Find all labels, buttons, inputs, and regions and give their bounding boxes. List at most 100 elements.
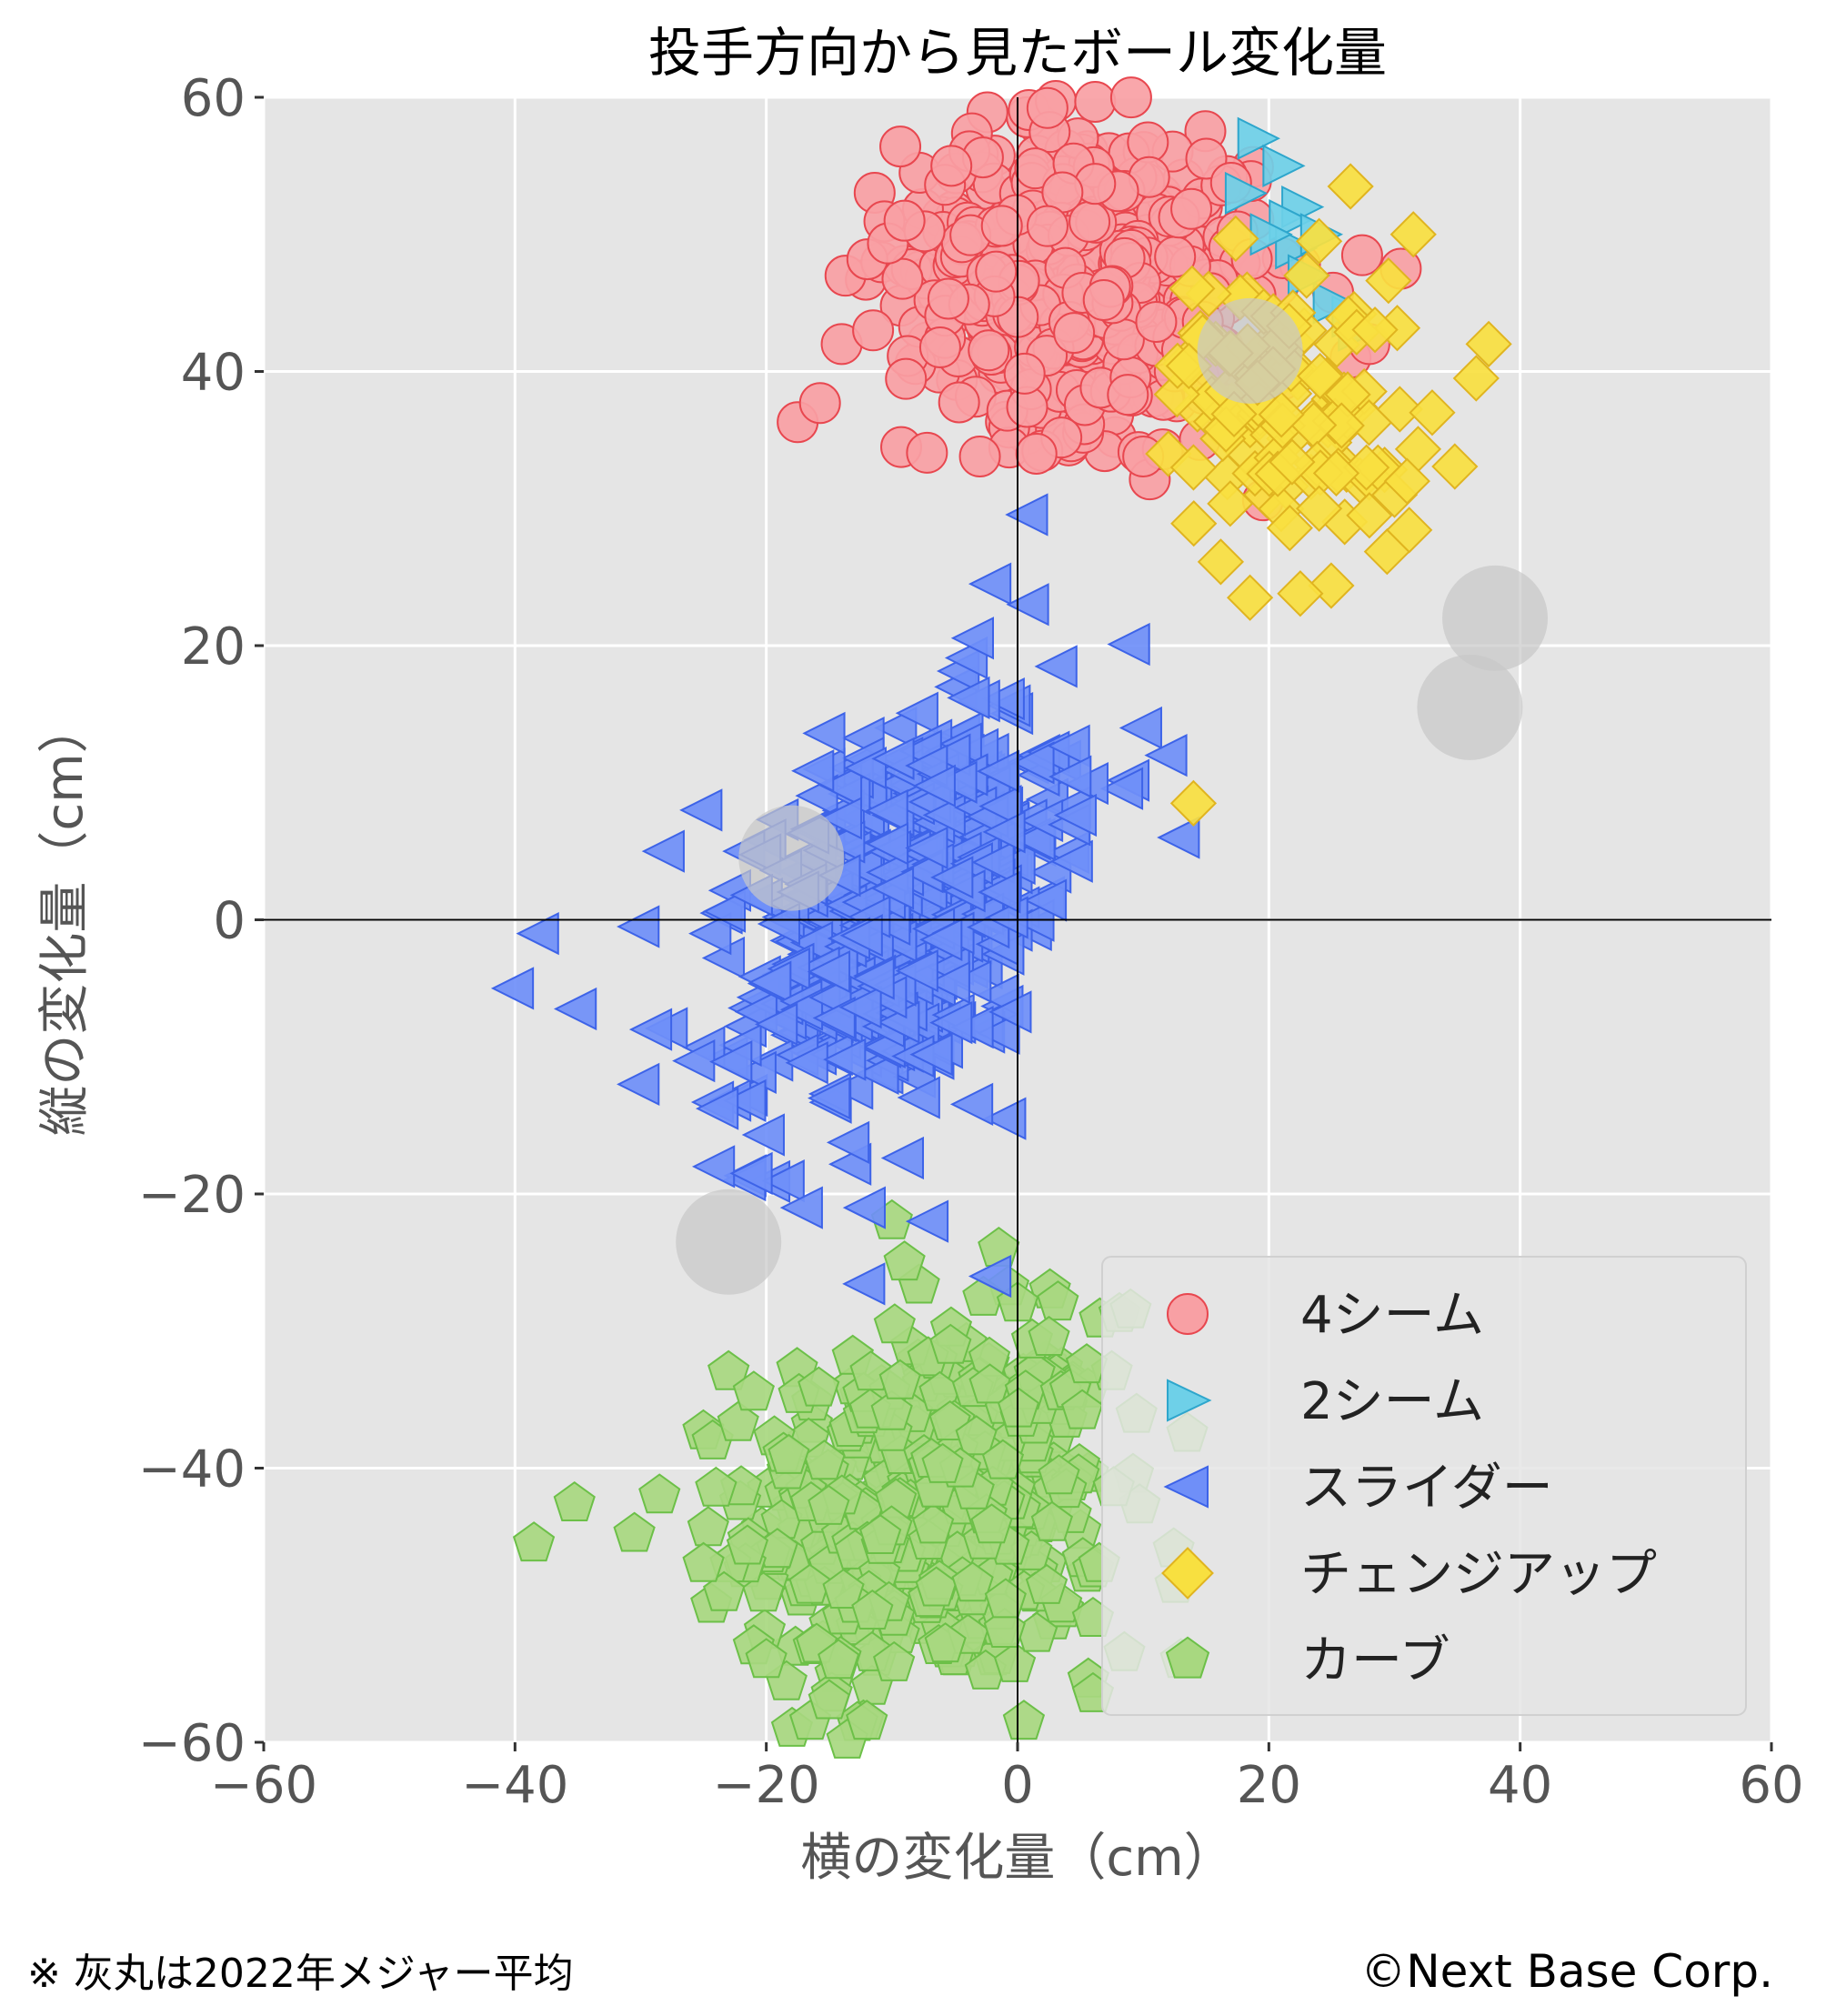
point-s4-288: [687, 1506, 729, 1547]
point-s4-472: [707, 1349, 750, 1390]
point-s2-219: [983, 1097, 1027, 1140]
point-s2-399: [1047, 724, 1090, 767]
point-s2-276: [1023, 878, 1068, 922]
point-s4-478: [1002, 1700, 1046, 1740]
point-s0-272: [906, 431, 948, 474]
zero-axis-lines: [264, 97, 1771, 1742]
point-s0-512: [1003, 352, 1046, 395]
legend-label-3: チェンジアップ: [1300, 1545, 1657, 1604]
point-s4-448: [870, 1389, 913, 1430]
point-s3-106: [1258, 391, 1305, 438]
legend-label-2: スライダー: [1300, 1459, 1553, 1518]
point-s2-570: [968, 562, 1012, 606]
point-s2-571: [1006, 583, 1049, 627]
point-s3-114: [1409, 389, 1456, 436]
point-s0-473: [1026, 86, 1069, 129]
point-s2-562: [553, 987, 597, 1031]
point-s2-573: [1144, 733, 1188, 777]
point-s2-110: [895, 691, 938, 735]
legend-item-3: チェンジアップ: [1161, 1545, 1657, 1604]
point-s1-0: [1237, 116, 1280, 160]
legend-marker-3: [1161, 1547, 1214, 1600]
point-s2-550: [870, 867, 915, 910]
point-s3-19: [1365, 257, 1412, 305]
point-s3-117: [1169, 779, 1218, 827]
point-s2-494: [1053, 793, 1098, 837]
point-s3-100: [1376, 386, 1423, 433]
axis-ticks: −60 −40 −20 0 20 40 60 −60 −40 −20 0 20 40 60: [138, 69, 1804, 1815]
point-s4-470: [638, 1473, 681, 1514]
x-tick-label-5: 40: [1488, 1756, 1552, 1815]
point-s0-514: [1082, 279, 1125, 322]
point-s3-104: [1266, 505, 1313, 552]
point-s2-73: [1107, 622, 1150, 667]
point-s0-515: [1170, 187, 1213, 230]
footer-note: ※ 灰丸は2022年メジャー平均: [27, 1951, 574, 1997]
point-s4-461: [822, 1568, 865, 1609]
point-s1-3: [1275, 226, 1319, 270]
chart-title: 投手方向から見たボール変化量: [648, 22, 1387, 84]
point-s2-255: [856, 1051, 899, 1096]
series-0: [777, 76, 1422, 522]
point-s2-152: [897, 1076, 940, 1119]
point-s2-542: [791, 749, 835, 793]
point-s2-578: [679, 788, 723, 832]
point-s2-536: [807, 949, 851, 994]
point-s4-458: [873, 1303, 916, 1344]
point-s2-561: [516, 911, 559, 956]
point-s4-450: [818, 1639, 860, 1680]
y-tick-label-4: 20: [181, 617, 246, 677]
point-s4-479: [846, 1700, 888, 1740]
point-s3-97: [1169, 265, 1216, 312]
point-s4-317: [788, 1563, 831, 1604]
point-s2-554: [851, 957, 895, 1000]
point-s3-107: [1269, 438, 1316, 486]
point-s4-492: [682, 1541, 725, 1582]
series-4: [512, 1199, 1209, 1759]
point-s2-517: [928, 733, 971, 777]
point-s2-394: [947, 676, 990, 720]
point-s2-534: [818, 797, 862, 840]
legend-item-1: 2シーム: [1167, 1372, 1484, 1431]
reference-circles: [676, 297, 1549, 1295]
point-s3-121: [1295, 485, 1343, 532]
point-s4-422: [912, 1503, 955, 1544]
point-s4-445: [849, 1350, 892, 1391]
point-s4-353: [1025, 1563, 1069, 1604]
point-s4-481: [808, 1679, 850, 1720]
point-s2-572: [1119, 706, 1162, 750]
point-s3-115: [1226, 574, 1274, 621]
point-s3-124: [1283, 252, 1330, 299]
point-s0-505: [1026, 205, 1069, 247]
point-s0-513: [1109, 76, 1152, 119]
point-s2-540: [929, 1001, 973, 1045]
y-tick-label-3: 0: [213, 892, 246, 951]
point-s3-41: [1197, 538, 1245, 586]
point-s4-466: [851, 1589, 894, 1630]
point-s2-489: [779, 988, 824, 1031]
point-s2-40: [880, 1136, 925, 1180]
point-s2-537: [909, 1033, 953, 1077]
point-s0-338: [1074, 80, 1117, 123]
point-s3-120: [1346, 492, 1393, 539]
legend-marker-4: [1165, 1636, 1210, 1679]
point-s2-539: [709, 1039, 753, 1084]
point-s0-517: [852, 309, 895, 352]
point-s4-396: [968, 1363, 1011, 1404]
legend-marker-1: [1167, 1379, 1212, 1422]
y-tick-label-2: −20: [138, 1166, 246, 1225]
point-s2-560: [490, 967, 535, 1010]
legend-item-2: スライダー: [1163, 1459, 1553, 1518]
point-s0-481: [1107, 374, 1149, 416]
point-s0-491: [1053, 312, 1096, 355]
point-s4-428: [929, 1323, 972, 1364]
point-s4-462: [951, 1561, 994, 1602]
point-s2-469: [757, 902, 801, 946]
legend-label-4: カーブ: [1300, 1631, 1450, 1690]
point-s2-199: [981, 677, 1025, 721]
point-s0-484: [968, 329, 1010, 372]
point-s2-424: [695, 1087, 739, 1130]
point-s3-57: [1386, 507, 1433, 554]
